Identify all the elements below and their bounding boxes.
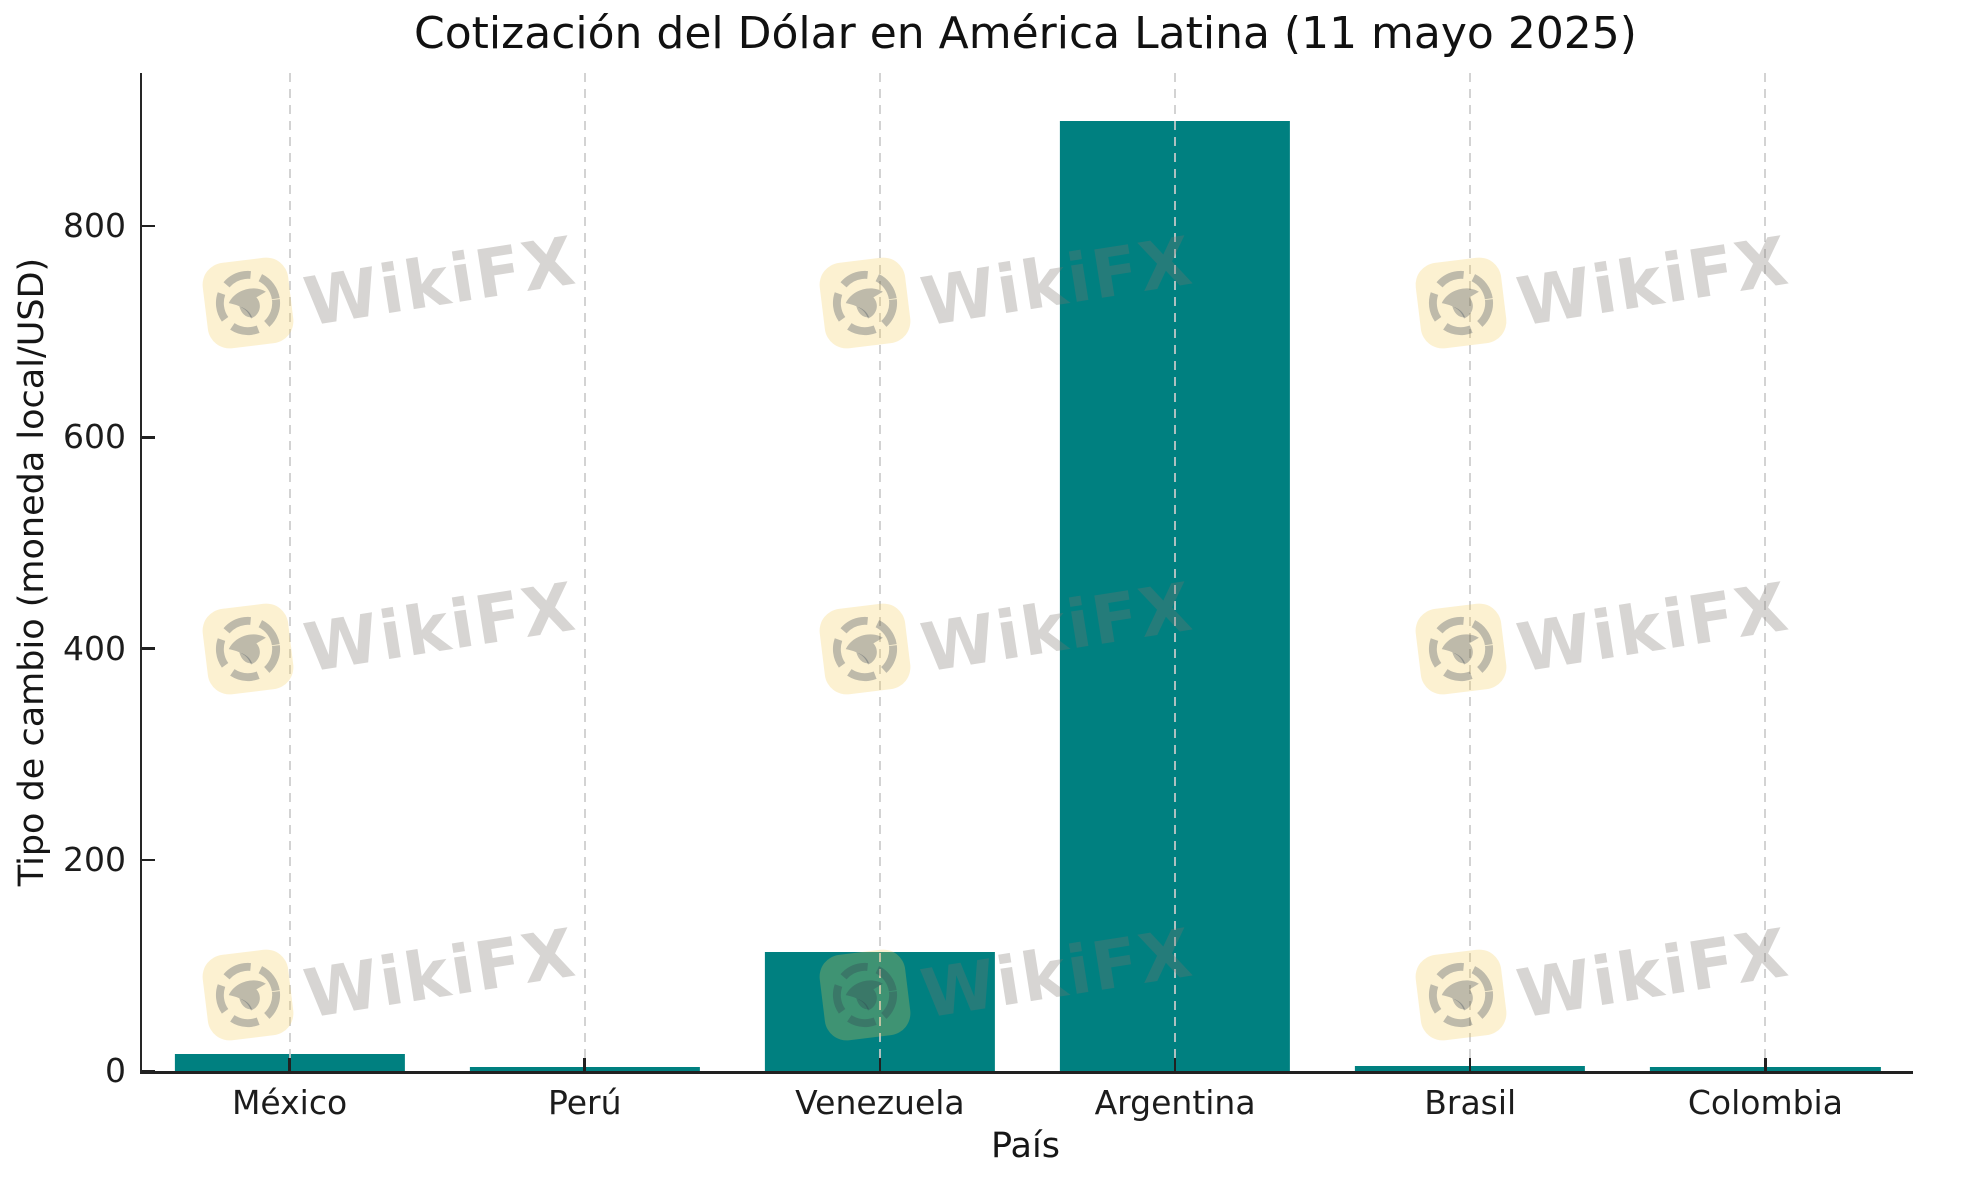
y-tick-label-0: 0 <box>105 1051 126 1090</box>
x-axis-label: País <box>991 1126 1060 1166</box>
vertical-gridline <box>1764 73 1767 1071</box>
x-tick-mark <box>1468 1058 1472 1071</box>
category-slot-perú: Perú <box>437 73 732 1122</box>
x-tick-label-venezuela: Venezuela <box>795 1083 965 1122</box>
y-tick-mark <box>142 436 155 439</box>
x-tick-mark <box>288 1058 291 1071</box>
category-slot-venezuela: Venezuela <box>732 73 1027 1122</box>
y-tick-label-600: 600 <box>63 417 126 457</box>
y-tick-mark <box>142 224 155 228</box>
x-tick-mark <box>583 1058 586 1071</box>
x-tick-label-colombia: Colombia <box>1687 1083 1843 1122</box>
y-tick-mark <box>142 1069 155 1073</box>
category-slot-colombia: Colombia <box>1618 73 1913 1122</box>
chart-title: Cotización del Dólar en América Latina (… <box>414 8 1637 59</box>
plot-area: México Perú Venezuela Argentina Brasil Colomb… <box>140 73 1913 1122</box>
category-slot-brasil: Brasil <box>1323 73 1618 1122</box>
x-tick-label-méxico: México <box>231 1083 348 1122</box>
y-tick-label-400: 400 <box>63 628 126 668</box>
x-tick-mark <box>1764 1058 1767 1071</box>
vertical-gridline <box>583 73 586 1071</box>
y-tick-mark <box>142 647 155 650</box>
y-tick-label-200: 200 <box>63 839 126 879</box>
y-axis-label: Tipo de cambio (moneda local/USD) <box>12 257 52 887</box>
vertical-gridline <box>288 73 291 1071</box>
vertical-gridline <box>1469 73 1472 1071</box>
vertical-gridline <box>1174 73 1177 1071</box>
category-slot-argentina: Argentina <box>1028 73 1323 1122</box>
vertical-gridline <box>878 73 881 1071</box>
x-tick-mark <box>878 1058 882 1071</box>
x-tick-label-perú: Perú <box>547 1083 622 1122</box>
y-tick-mark <box>142 858 155 862</box>
x-tick-label-argentina: Argentina <box>1094 1083 1256 1122</box>
y-tick-label-800: 800 <box>63 206 126 246</box>
x-tick-mark <box>1173 1058 1177 1071</box>
category-slot-méxico: México <box>142 73 437 1122</box>
x-tick-label-brasil: Brasil <box>1424 1083 1517 1122</box>
